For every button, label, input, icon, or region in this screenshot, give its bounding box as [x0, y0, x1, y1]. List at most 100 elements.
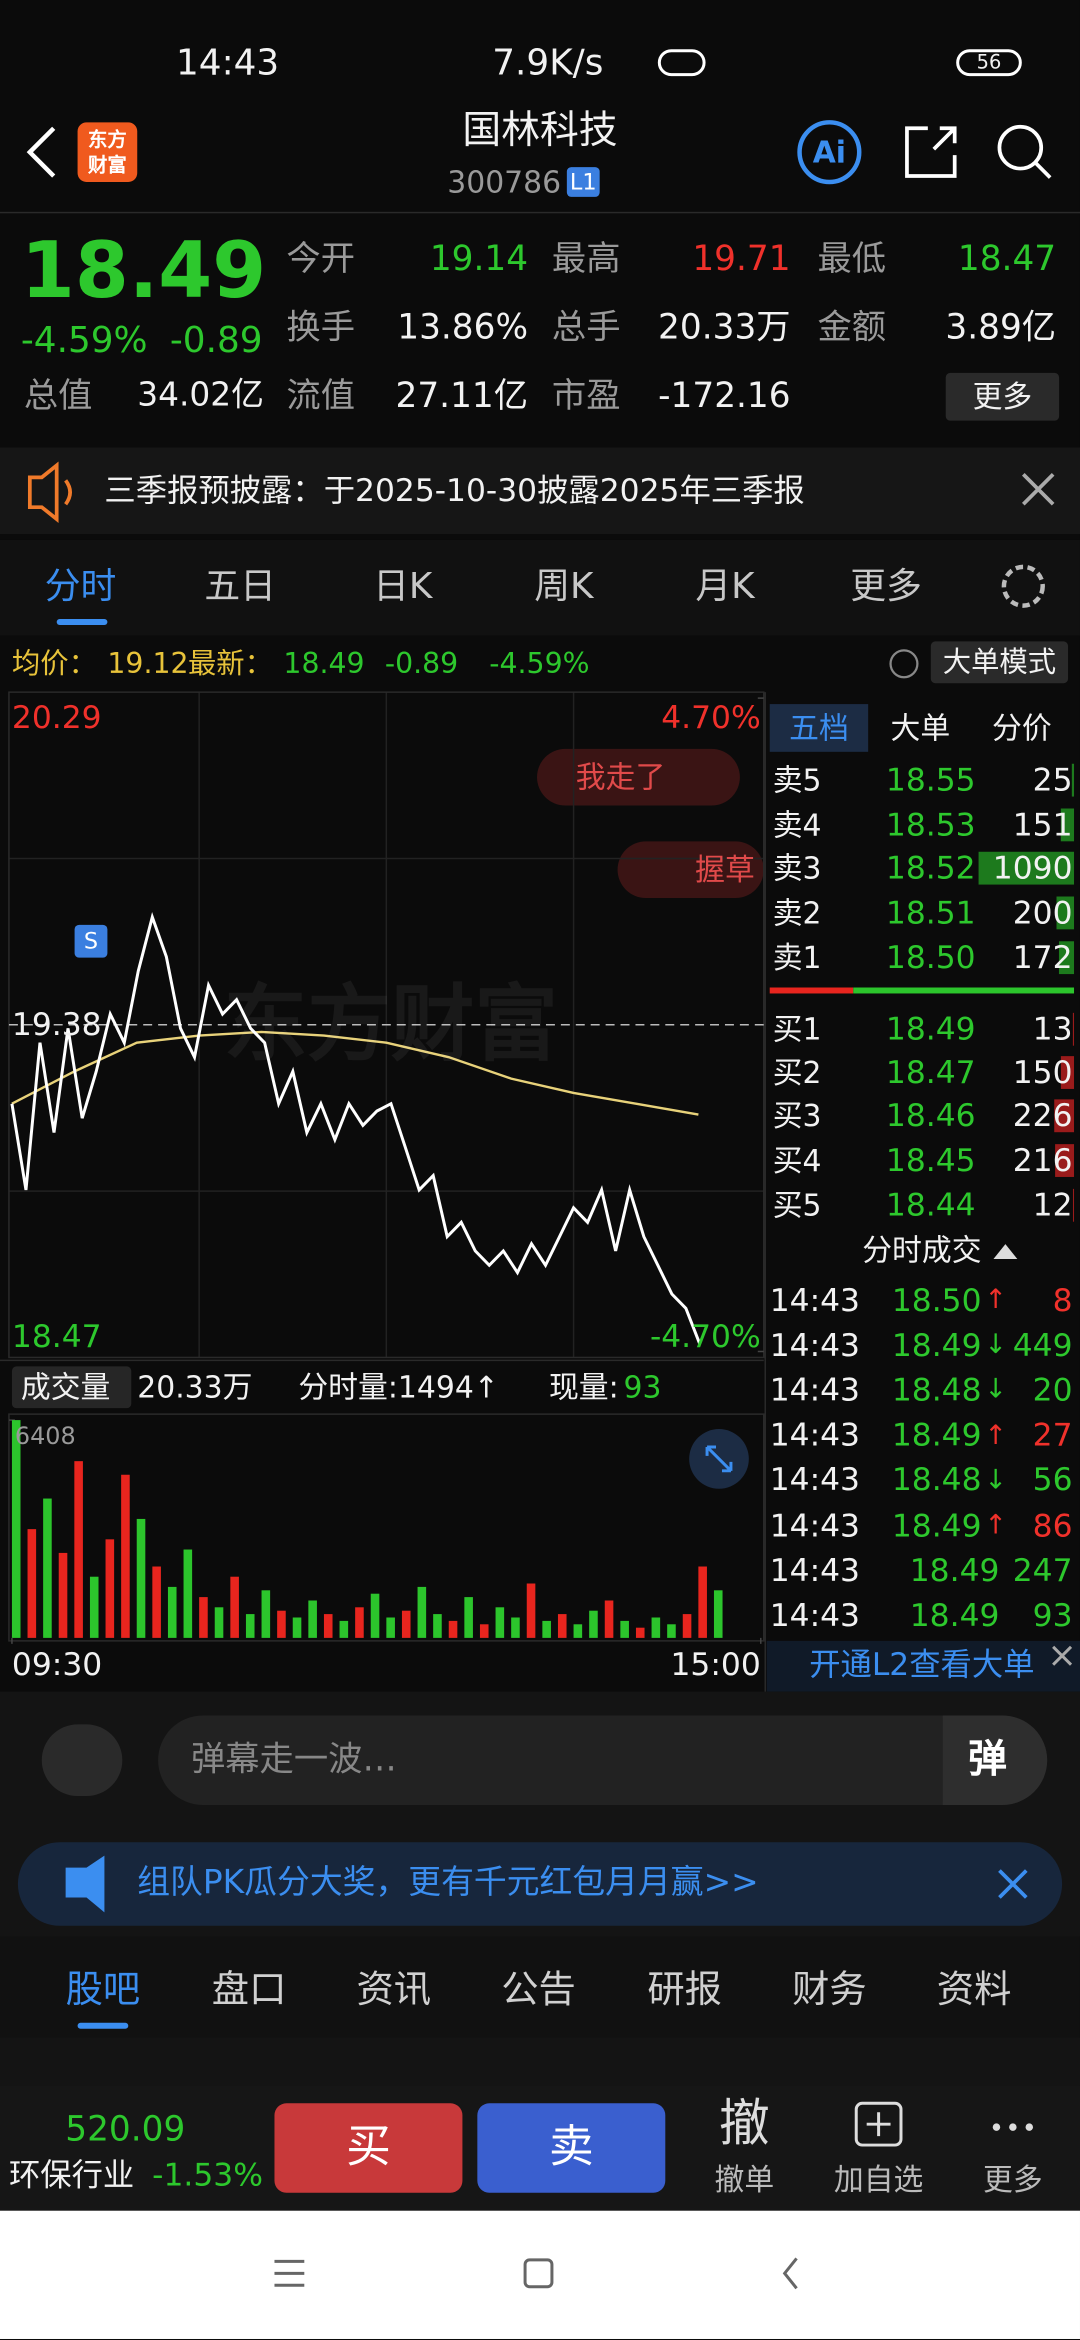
notice-text[interactable]: 三季报预披露：于2025-10-30披露2025年三季报	[104, 472, 805, 508]
vol-label-box[interactable]	[11, 1366, 132, 1409]
volume-label[interactable]: 成交量	[20, 1369, 111, 1406]
tab[interactable]: 周K	[534, 565, 594, 608]
y-tick-label: 20.29	[11, 698, 102, 735]
sell-button[interactable]	[477, 2103, 666, 2193]
trade-marker[interactable]	[74, 924, 108, 958]
mode[interactable]: 大单模式	[942, 645, 1057, 678]
buy-button[interactable]	[274, 2103, 463, 2193]
volume-bar	[74, 1461, 83, 1638]
order-tab[interactable]: 分价	[991, 710, 1052, 746]
sell[interactable]: 卖	[548, 2121, 594, 2174]
bottom-tab[interactable]: 资料	[936, 1966, 1012, 2011]
index-pct: -1.53%	[152, 2156, 263, 2193]
toolbar-more[interactable]: 更多	[983, 2161, 1043, 2198]
close-icon[interactable]	[1021, 473, 1055, 506]
level[interactable]: L1	[569, 167, 597, 195]
y-tick-label: 18.47	[11, 1317, 102, 1354]
nav-back[interactable]	[782, 2257, 798, 2290]
change-pct: -4.59%	[20, 319, 148, 361]
add-icon[interactable]	[854, 2101, 903, 2147]
book-label: 卖1	[772, 939, 822, 976]
banner-close[interactable]	[998, 1869, 1028, 1899]
cancel-icon[interactable]: 撤	[718, 2094, 770, 2155]
tab[interactable]: 月K	[695, 565, 755, 608]
volume-bar	[682, 1614, 692, 1638]
info-last_label: 最新：	[187, 646, 274, 680]
tab[interactable]: 更多	[850, 565, 922, 608]
book-qty: 226	[1012, 1097, 1073, 1133]
cancel[interactable]: 撤单	[714, 2161, 775, 2198]
more-button[interactable]: 更多	[972, 378, 1033, 415]
volume-now-label: 现量:	[548, 1369, 619, 1406]
trade-marker-label[interactable]: S	[83, 927, 99, 954]
book-price: 18.47	[885, 1053, 976, 1090]
bottom-tab[interactable]: 财务	[792, 1966, 867, 2011]
bottom-tab[interactable]: 股吧	[65, 1966, 141, 2011]
order-tab[interactable]: 五档	[789, 710, 849, 746]
settings-icon[interactable]	[1001, 564, 1045, 608]
danmaku-placeholder[interactable]: 弹幕走一波…	[190, 1740, 397, 1779]
volume-bar	[214, 1607, 224, 1638]
trade-price: 18.49	[891, 1327, 982, 1363]
line-series	[10, 912, 702, 1345]
l2-link[interactable]: 开通L2查看大单	[809, 1646, 1035, 1682]
tab[interactable]: 日K	[373, 565, 433, 608]
ai-icon[interactable]	[797, 120, 862, 185]
mode-button[interactable]	[930, 641, 1069, 684]
chart-frame	[8, 1413, 765, 1642]
danmaku-input[interactable]	[158, 1715, 1048, 1805]
trade-time: 14:43	[769, 1417, 861, 1454]
volume-bar	[417, 1586, 427, 1638]
danmaku-button[interactable]	[942, 1715, 1048, 1805]
bottom-tab[interactable]: 研报	[647, 1966, 722, 2011]
volume-total: 20.33万	[137, 1369, 253, 1406]
more-button[interactable]	[945, 372, 1060, 421]
share-icon[interactable]	[905, 126, 957, 178]
help-icon[interactable]	[889, 649, 919, 679]
volume-bar	[479, 1624, 489, 1638]
field-value: 19.71	[692, 239, 791, 279]
trade-qty: 93	[1032, 1597, 1073, 1634]
volume-bar	[542, 1620, 551, 1638]
bottom-tab[interactable]: 资讯	[356, 1966, 432, 2011]
logo-text[interactable]: 东方	[87, 129, 127, 152]
logo[interactable]	[77, 122, 138, 182]
back-icon[interactable]	[26, 126, 56, 178]
banner[interactable]	[17, 1842, 1063, 1926]
buy[interactable]: 买	[346, 2121, 391, 2174]
nav-menu[interactable]	[274, 2259, 305, 2287]
danmaku: 我走了	[575, 759, 666, 796]
volume-bar	[370, 1593, 380, 1638]
danmaku-button[interactable]: 弹	[968, 1737, 1007, 1783]
comment-icon[interactable]	[41, 1724, 123, 1797]
l2-bar[interactable]	[766, 1640, 1080, 1692]
bottom-tab[interactable]: 盘口	[211, 1966, 287, 2011]
tab[interactable]: 分时	[44, 565, 117, 608]
y-tick-label: 19.38	[11, 1006, 102, 1042]
status-icon	[657, 49, 706, 77]
bottom-tab[interactable]: 公告	[501, 1966, 576, 2011]
volume-bar	[121, 1474, 130, 1638]
tab[interactable]: 五日	[204, 565, 276, 608]
speaker-icon	[27, 461, 72, 523]
logo-text[interactable]: 财富	[87, 154, 127, 177]
book-label: 买1	[772, 1011, 822, 1048]
volume-bar	[245, 1614, 255, 1638]
sort-icon	[993, 1244, 1018, 1259]
banner-text[interactable]: 组队PK瓜分大奖，更有千元红包月月赢>>	[137, 1864, 759, 1902]
ai[interactable]: Ai	[812, 134, 847, 171]
search-icon[interactable]	[997, 124, 1044, 171]
price: 18.49	[20, 226, 267, 317]
trade-dir: ↑	[984, 1509, 1008, 1541]
volume-bar	[526, 1583, 536, 1638]
book-qty: 172	[1012, 939, 1073, 975]
order-tab-active[interactable]	[769, 704, 869, 752]
notice-bar[interactable]	[0, 447, 1080, 535]
book-qty: 216	[1012, 1141, 1073, 1178]
line-series	[11, 1030, 699, 1116]
watch[interactable]: 加自选	[833, 2161, 924, 2198]
order-tab[interactable]: 大单	[890, 710, 951, 746]
level-badge[interactable]	[566, 167, 600, 197]
nav-home[interactable]	[523, 2258, 554, 2289]
